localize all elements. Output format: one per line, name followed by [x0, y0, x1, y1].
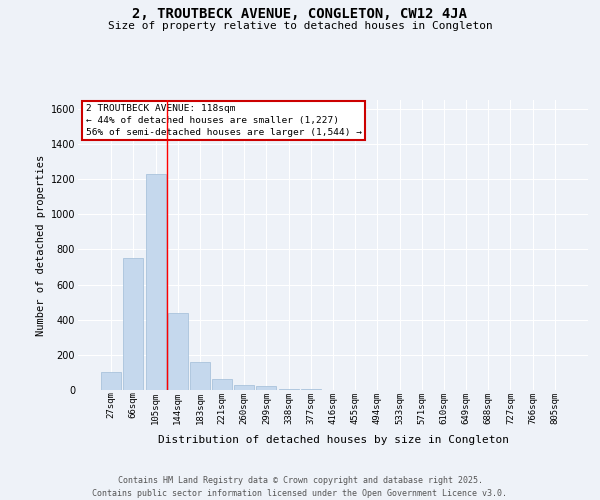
Bar — [234, 384, 254, 390]
Text: 2 TROUTBECK AVENUE: 118sqm
← 44% of detached houses are smaller (1,227)
56% of s: 2 TROUTBECK AVENUE: 118sqm ← 44% of deta… — [86, 104, 362, 137]
Text: Distribution of detached houses by size in Congleton: Distribution of detached houses by size … — [158, 435, 509, 445]
Y-axis label: Number of detached properties: Number of detached properties — [37, 154, 46, 336]
Bar — [146, 174, 166, 390]
Bar — [124, 258, 143, 390]
Text: Size of property relative to detached houses in Congleton: Size of property relative to detached ho… — [107, 21, 493, 31]
Bar — [190, 362, 210, 390]
Text: 2, TROUTBECK AVENUE, CONGLETON, CW12 4JA: 2, TROUTBECK AVENUE, CONGLETON, CW12 4JA — [133, 8, 467, 22]
Bar — [101, 372, 121, 390]
Bar — [212, 380, 232, 390]
Bar — [256, 386, 277, 390]
Text: Contains HM Land Registry data © Crown copyright and database right 2025.
Contai: Contains HM Land Registry data © Crown c… — [92, 476, 508, 498]
Bar — [168, 312, 188, 390]
Bar — [278, 388, 299, 390]
